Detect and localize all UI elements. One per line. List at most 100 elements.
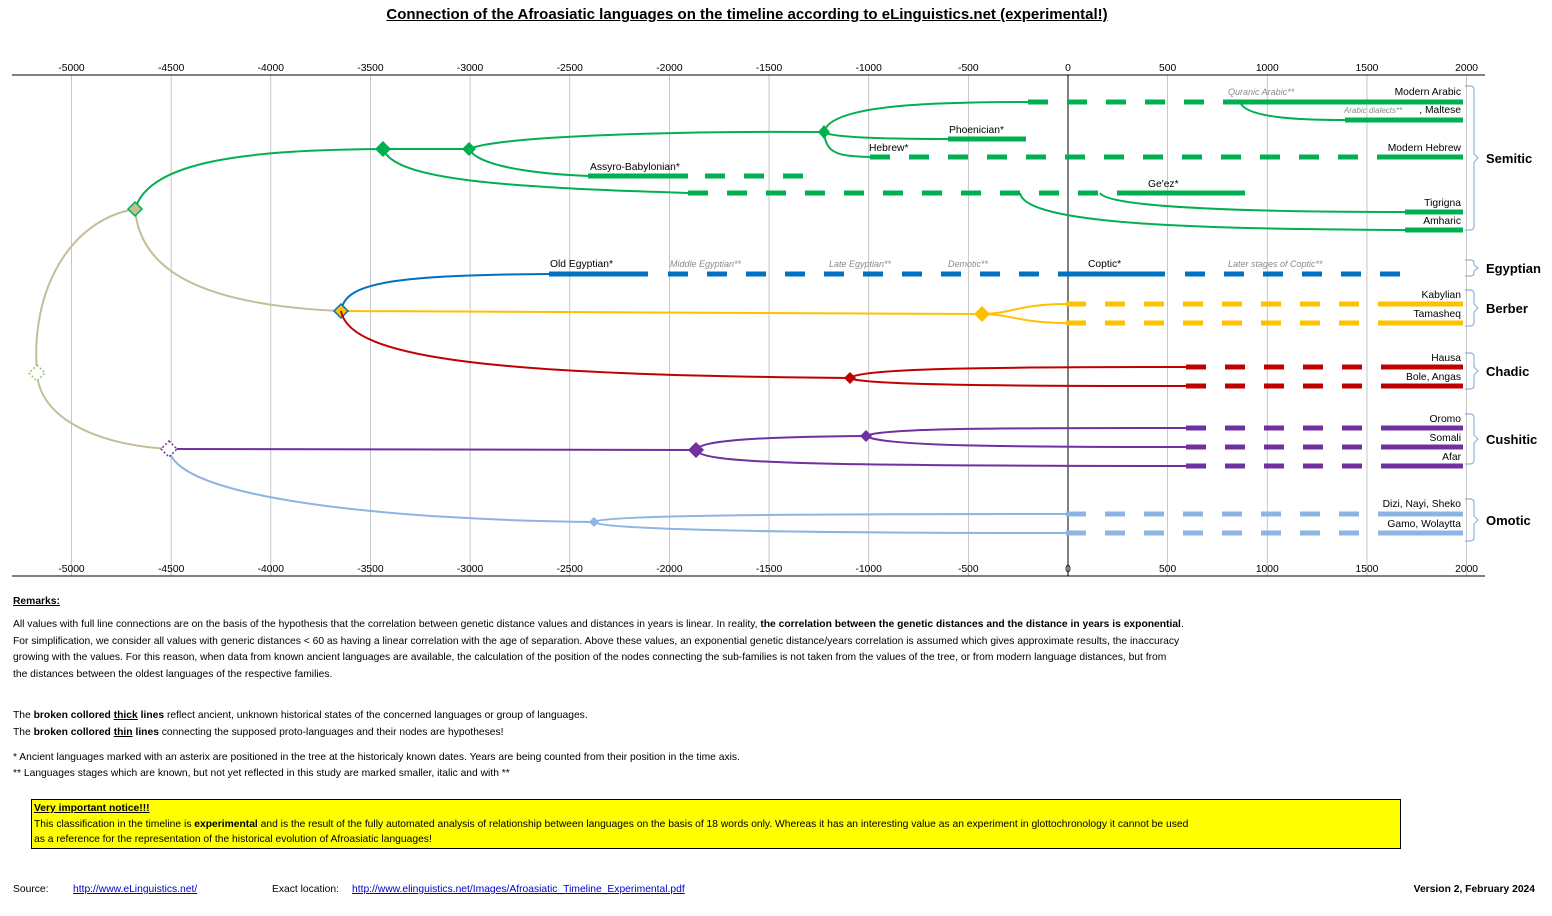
top-tick-label: 0	[1065, 63, 1071, 74]
berber-node	[974, 306, 990, 322]
cushitic-node-1000	[860, 430, 872, 442]
ancient-hebrew: Hebrew*	[869, 143, 909, 154]
lang-oromo: Oromo	[1430, 414, 1462, 425]
notice-line-1: This classification in the timeline is e…	[34, 818, 1189, 830]
stage-middle-egyptian: Middle Egyptian**	[670, 259, 742, 269]
bottom-tick-label: -1000	[856, 564, 883, 575]
source-label: Source:	[13, 884, 49, 895]
top-tick-label: -2000	[656, 63, 683, 74]
lang-bole-angas: Bole, Angas	[1406, 372, 1461, 383]
top-tick-label: -2500	[557, 63, 584, 74]
ancient-assyro: Assyro-Babylonian*	[590, 162, 680, 173]
semitic-node-1200	[818, 125, 830, 139]
top-tick-label: -500	[958, 63, 979, 74]
chadic-branch	[340, 310, 1463, 389]
lang-maltese: , Maltese	[1419, 105, 1461, 116]
top-tick-label: -4500	[158, 63, 185, 74]
remarks-paragraph-2: For simplification, we consider all valu…	[13, 635, 1180, 647]
grid-lines	[71, 75, 1467, 576]
lang-amharic: Amharic	[1423, 216, 1461, 227]
bottom-tick-label: -5000	[58, 564, 85, 575]
bottom-tick-label: -1500	[756, 564, 783, 575]
time-axis	[12, 74, 1485, 577]
top-tick-label: -5000	[58, 63, 85, 74]
lang-modern-arabic: Modern Arabic	[1395, 87, 1461, 98]
top-tick-label: -3000	[457, 63, 484, 74]
remarks-paragraph-3: growing with the values. For this reason…	[13, 652, 1167, 664]
bottom-tick-label: 0	[1065, 564, 1071, 575]
thin-lines-note: The broken collored thin lines connectin…	[13, 726, 504, 738]
lang-somali: Somali	[1430, 433, 1461, 444]
lang-hausa: Hausa	[1431, 353, 1461, 364]
family-omotic: Omotic	[1486, 513, 1531, 528]
bottom-tick-label: -3000	[457, 564, 484, 575]
family-egyptian: Egyptian	[1486, 261, 1541, 276]
stage-arabic-dialects: Arabic dialects**	[1343, 106, 1403, 115]
stage-late-egyptian: Late Egyptian**	[829, 259, 892, 269]
top-tick-label: -1500	[756, 63, 783, 74]
bottom-tick-label: -2000	[656, 564, 683, 575]
bottom-tick-label: 2000	[1455, 564, 1478, 575]
remarks-paragraph-1: All values with full line connections ar…	[13, 618, 1184, 630]
family-brackets	[1465, 85, 1479, 542]
bottom-tick-label: 1500	[1355, 564, 1378, 575]
semitic-thick-lines	[588, 99, 1463, 233]
lang-afar: Afar	[1442, 452, 1461, 463]
stage-demotic: Demotic**	[948, 259, 989, 269]
cushitic-node-1900	[688, 442, 704, 458]
proto-link-semitic-berber	[134, 208, 342, 312]
location-link[interactable]: http://www.elinguistics.net/Images/Afroa…	[352, 884, 685, 895]
top-tick-label: -4000	[258, 63, 285, 74]
source-link[interactable]: http://www.eLinguistics.net/	[73, 884, 198, 895]
cushitic-branch	[168, 425, 1463, 469]
ancient-geez: Ge'ez*	[1148, 179, 1179, 190]
double-asterisk-note: ** Languages stages which are known, but…	[13, 768, 510, 780]
notice-line-2: as a reference for the representation of…	[34, 834, 432, 846]
version-label: Version 2, February 2024	[1413, 884, 1535, 895]
semitic-nodes	[126, 125, 830, 218]
egyptian-branch	[340, 271, 1405, 312]
asterisk-note: * Ancient languages marked with an aster…	[13, 751, 740, 763]
proto-cushitic-omotic-node	[159, 439, 179, 459]
semitic-node-3000	[462, 142, 476, 156]
lang-modern-hebrew: Modern Hebrew	[1388, 143, 1462, 154]
stage-later-coptic: Later stages of Coptic**	[1228, 259, 1323, 269]
thick-lines-note: The broken collored thick lines reflect …	[13, 709, 588, 721]
page-title: Connection of the Afroasiatic languages …	[386, 6, 1108, 23]
lang-dizi: Dizi, Nayi, Sheko	[1383, 499, 1462, 510]
notice-title: Very important notice!!!	[34, 803, 150, 814]
timeline-chart: -5000-5000-4500-4500-4000-4000-3500-3500…	[12, 63, 1541, 577]
bottom-tick-label: -500	[958, 564, 979, 575]
top-tick-label: 500	[1159, 63, 1176, 74]
top-tick-label: 2000	[1455, 63, 1478, 74]
lang-kabylian: Kabylian	[1422, 290, 1462, 301]
lang-gamo: Gamo, Wolaytta	[1387, 519, 1461, 530]
remarks-paragraph-4: the distances between the oldest languag…	[13, 669, 333, 681]
family-semitic: Semitic	[1486, 151, 1532, 166]
lang-tamasheq: Tamasheq	[1413, 309, 1461, 320]
family-chadic: Chadic	[1486, 364, 1529, 379]
lang-tigrigna: Tigrigna	[1424, 198, 1461, 209]
bottom-tick-label: -4000	[258, 564, 285, 575]
bottom-tick-label: 1000	[1256, 564, 1279, 575]
ancient-phoenician: Phoenician*	[949, 125, 1004, 136]
bottom-tick-label: -4500	[158, 564, 185, 575]
location-label: Exact location:	[272, 884, 339, 895]
ancient-coptic: Coptic*	[1088, 259, 1121, 270]
chadic-node	[844, 372, 856, 384]
stage-quranic: Quranic Arabic**	[1228, 87, 1295, 97]
omotic-branch	[168, 448, 1463, 536]
proto-connections	[35, 208, 342, 450]
proto-afroasiatic-node	[27, 363, 47, 383]
family-cushitic: Cushitic	[1486, 432, 1537, 447]
remarks-section: Remarks: All values with full line conne…	[13, 594, 1333, 783]
bottom-tick-label: 500	[1159, 564, 1176, 575]
tick-labels: -5000-5000-4500-4500-4000-4000-3500-3500…	[58, 63, 1478, 575]
bottom-tick-label: -3500	[357, 564, 384, 575]
proto-link-root-upper	[35, 208, 136, 374]
family-berber: Berber	[1486, 301, 1528, 316]
proto-semitic-node	[126, 200, 144, 218]
ancient-old-egyptian: Old Egyptian*	[550, 259, 613, 270]
semitic-node-3400	[375, 141, 391, 157]
top-tick-label: 1500	[1355, 63, 1378, 74]
